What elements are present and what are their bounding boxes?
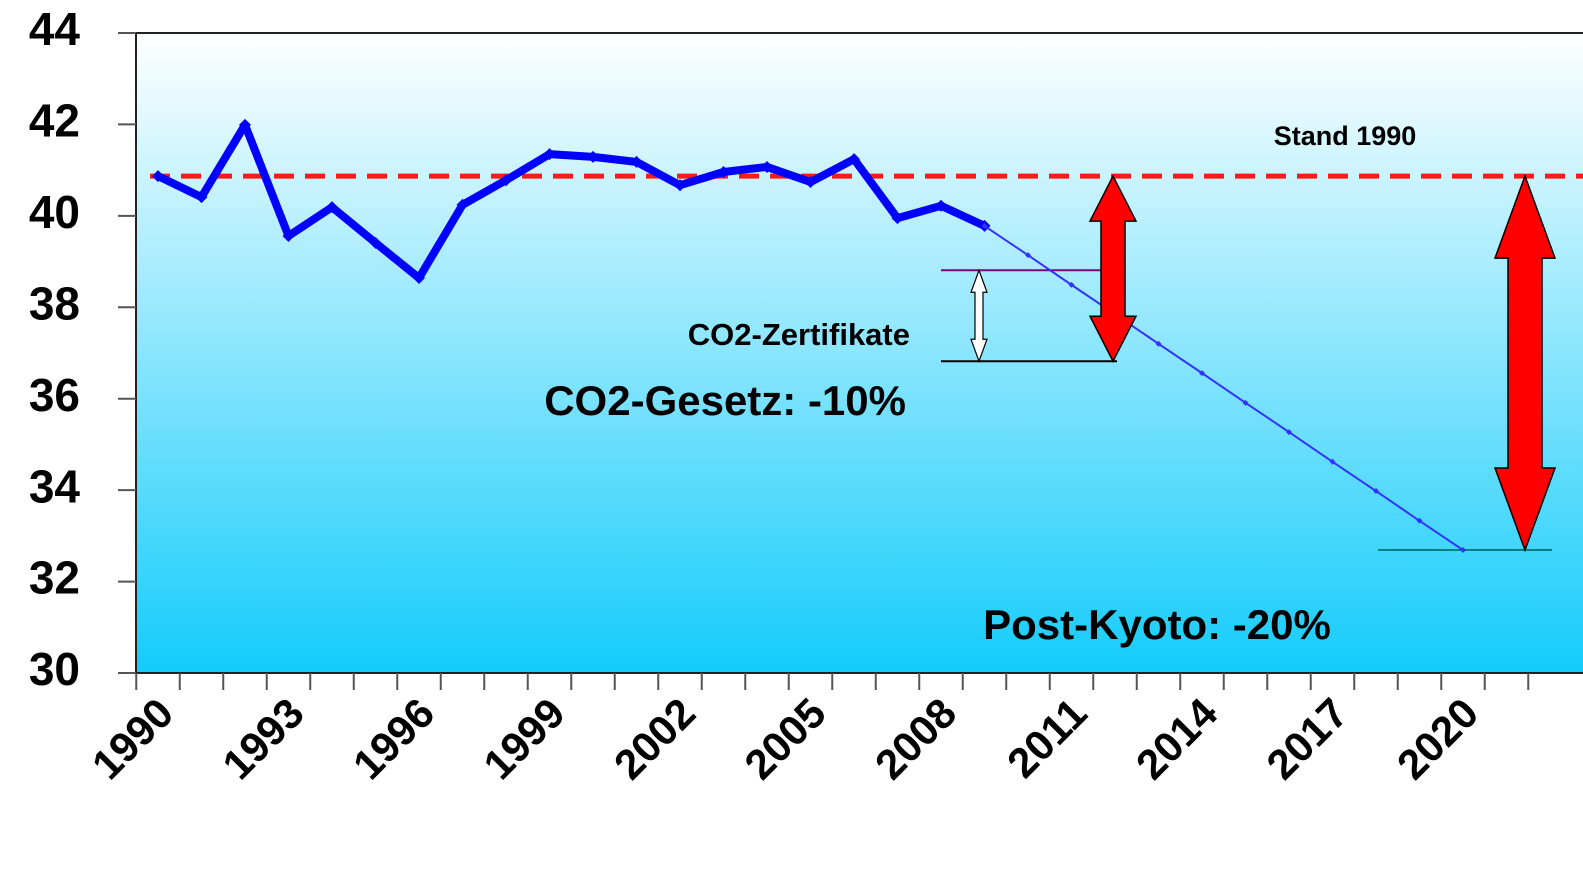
point-marker <box>195 191 208 204</box>
x-tick-label: 1990 <box>83 689 182 788</box>
point-marker <box>891 212 904 225</box>
y-tick-label: 36 <box>29 369 80 421</box>
point-marker <box>587 150 599 163</box>
y-tick-label: 40 <box>29 186 80 238</box>
point-marker <box>500 174 512 187</box>
point-marker <box>1199 370 1205 377</box>
y-tick-label: 34 <box>29 460 81 512</box>
point-marker <box>761 160 773 173</box>
point-marker <box>282 229 295 242</box>
x-tick-label: 1996 <box>344 689 443 788</box>
x-tick-label: 1993 <box>213 689 312 788</box>
x-tick-label: 2011 <box>998 689 1096 787</box>
point-marker <box>674 179 686 192</box>
point-marker <box>152 170 164 183</box>
x-tick-label: 2002 <box>605 689 704 788</box>
double-arrow <box>1088 174 1138 363</box>
x-tick-label: 2008 <box>866 689 965 788</box>
x-tick-label: 2020 <box>1388 689 1487 788</box>
x-tick-label: 2017 <box>1257 689 1356 788</box>
y-tick-label: 30 <box>29 643 80 695</box>
plot-area <box>136 33 1583 673</box>
point-marker <box>239 118 251 131</box>
point-marker <box>369 236 382 249</box>
point-marker <box>1460 547 1466 554</box>
point-marker <box>1329 458 1336 465</box>
point-marker <box>326 201 338 214</box>
point-marker <box>413 272 425 285</box>
annotation: CO2-Gesetz: -10% <box>544 377 906 424</box>
point-marker <box>804 176 817 189</box>
point-marker <box>1286 429 1292 436</box>
double-arrow <box>970 268 988 363</box>
annotation: CO2-Zertifikate <box>688 317 910 352</box>
series-line <box>156 120 987 283</box>
point-marker <box>1025 252 1031 259</box>
point-marker <box>717 165 730 178</box>
point-marker <box>1242 399 1249 406</box>
y-tick-label: 42 <box>29 95 80 147</box>
annotation: Post-Kyoto: -20% <box>983 601 1331 648</box>
point-marker <box>456 198 469 211</box>
x-tick-label: 2005 <box>735 689 834 788</box>
point-marker <box>848 153 860 166</box>
x-tick-label: 1999 <box>474 689 573 788</box>
point-marker <box>981 222 988 229</box>
point-marker <box>1155 340 1162 347</box>
reference-label: Stand 1990 <box>1274 121 1417 151</box>
x-tick-label: 2014 <box>1127 689 1227 789</box>
double-arrow <box>1493 173 1557 553</box>
y-tick-label: 38 <box>29 277 80 329</box>
point-marker <box>1416 517 1423 524</box>
point-marker <box>1068 281 1075 288</box>
y-tick-label: 44 <box>29 3 81 55</box>
point-marker <box>630 155 643 168</box>
y-tick-label: 32 <box>29 552 80 604</box>
point-marker <box>1373 488 1379 495</box>
point-marker <box>543 148 556 161</box>
series-line <box>983 225 1464 551</box>
point-marker <box>935 199 947 212</box>
